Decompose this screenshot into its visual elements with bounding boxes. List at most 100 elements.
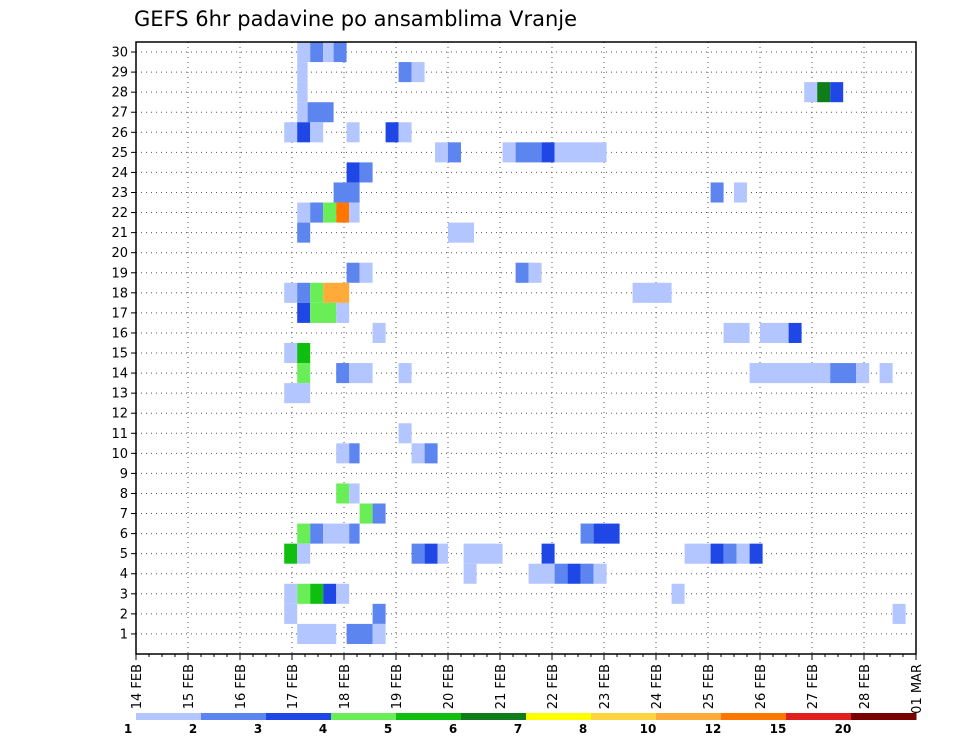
precip-cell (749, 363, 831, 384)
y-axis: 1234567891011121314151617181920212223242… (111, 46, 136, 642)
precip-cell (580, 563, 594, 584)
precip-cell (372, 623, 386, 644)
y-tick-label: 9 (120, 467, 128, 482)
legend-label: 1 (124, 722, 132, 736)
y-tick-label: 16 (111, 326, 128, 341)
precip-cell (541, 142, 555, 163)
precip-cell (297, 342, 311, 364)
precip-cell (310, 282, 324, 303)
precip-cell (336, 583, 350, 604)
precip-cell (284, 342, 298, 364)
precip-cell (336, 443, 350, 464)
x-tick-label: 23 FEB (598, 664, 613, 709)
precip-cell (336, 483, 350, 504)
precip-cell (424, 543, 438, 564)
precip-cell (502, 142, 516, 163)
legend-label: 6 (449, 722, 457, 736)
precip-cell (684, 543, 711, 564)
precip-cell (349, 363, 373, 384)
precip-cell (372, 603, 386, 624)
precip-cell (398, 363, 412, 384)
chart-title: GEFS 6hr padavine po ansamblima Vranje (134, 7, 577, 31)
x-tick-label: 18 FEB (338, 664, 353, 709)
y-tick-label: 3 (120, 587, 128, 602)
legend-label: 2 (189, 722, 197, 736)
y-tick-label: 2 (120, 607, 128, 622)
precip-cell (349, 483, 360, 504)
y-tick-label: 21 (111, 226, 128, 241)
precip-cell (297, 122, 311, 143)
precip-cell (297, 302, 311, 323)
y-tick-label: 15 (111, 347, 128, 362)
precip-cell (297, 623, 337, 644)
precip-cell (567, 563, 581, 584)
precip-cell (398, 62, 412, 83)
precip-cell (749, 543, 763, 564)
y-tick-label: 19 (111, 266, 128, 281)
x-tick-label: 26 FEB (754, 664, 769, 709)
precip-cell (297, 62, 308, 83)
precip-cell (541, 543, 555, 564)
precip-cell (580, 523, 594, 544)
precip-cell (349, 523, 360, 544)
legend-label: 12 (705, 722, 722, 736)
y-tick-label: 23 (111, 186, 128, 201)
legend-swatch (136, 713, 202, 720)
x-axis: 14 FEB 15 FEB 16 FEB 17 FEB 18 FEB 19 FEB 20 F… (130, 654, 925, 714)
precip-cell (297, 202, 311, 223)
precip-cell (632, 282, 672, 303)
precip-cell (723, 322, 750, 343)
precip-cell (297, 583, 311, 604)
y-tick-label: 17 (111, 306, 128, 321)
precip-cell (804, 82, 818, 103)
precip-cell (448, 142, 461, 163)
precip-cell (817, 82, 831, 103)
y-tick-label: 30 (111, 46, 128, 61)
x-tick-label: 17 FEB (286, 664, 301, 709)
precip-cell (788, 322, 802, 343)
x-tick-label: 28 FEB (858, 664, 873, 709)
precip-cell (310, 42, 324, 63)
precip-cell (528, 563, 555, 584)
precip-cell (310, 583, 324, 604)
precip-cell (323, 202, 337, 223)
precip-cell (297, 543, 311, 564)
y-tick-label: 1 (120, 627, 128, 642)
y-tick-label: 8 (120, 487, 128, 502)
precip-cell (710, 543, 724, 564)
precip-cell (435, 142, 448, 163)
precip-cell (359, 503, 373, 524)
y-tick-label: 5 (120, 547, 128, 562)
precip-cell (297, 222, 311, 243)
precip-cell (424, 443, 438, 464)
precip-cell (879, 363, 893, 384)
precip-cell (385, 122, 399, 143)
precip-cell (359, 162, 373, 183)
legend-swatch (851, 713, 917, 720)
precip-cell (310, 523, 324, 544)
y-tick-label: 18 (111, 286, 128, 301)
x-tick-label: 01 MAR (910, 664, 925, 714)
y-tick-label: 20 (111, 246, 128, 261)
precip-cell (336, 202, 350, 223)
legend-label: 10 (640, 722, 657, 736)
precip-cell (892, 603, 906, 624)
y-tick-label: 6 (120, 527, 128, 542)
precip-cell (336, 302, 350, 323)
precip-cell (437, 543, 448, 564)
precip-cell (372, 503, 386, 524)
x-tick-label: 19 FEB (390, 664, 405, 709)
legend-swatch (461, 713, 527, 720)
y-tick-label: 12 (111, 407, 128, 422)
y-tick-label: 29 (111, 66, 128, 81)
y-tick-label: 28 (111, 86, 128, 101)
precip-cell (671, 583, 685, 604)
precip-cell (323, 282, 350, 303)
precip-cell (346, 162, 360, 183)
x-tick-label: 20 FEB (442, 664, 457, 709)
precip-cell (554, 563, 568, 584)
precip-cell (830, 82, 844, 103)
precip-cell (398, 423, 412, 444)
precip-cell (284, 543, 298, 564)
precip-cell (297, 82, 308, 103)
